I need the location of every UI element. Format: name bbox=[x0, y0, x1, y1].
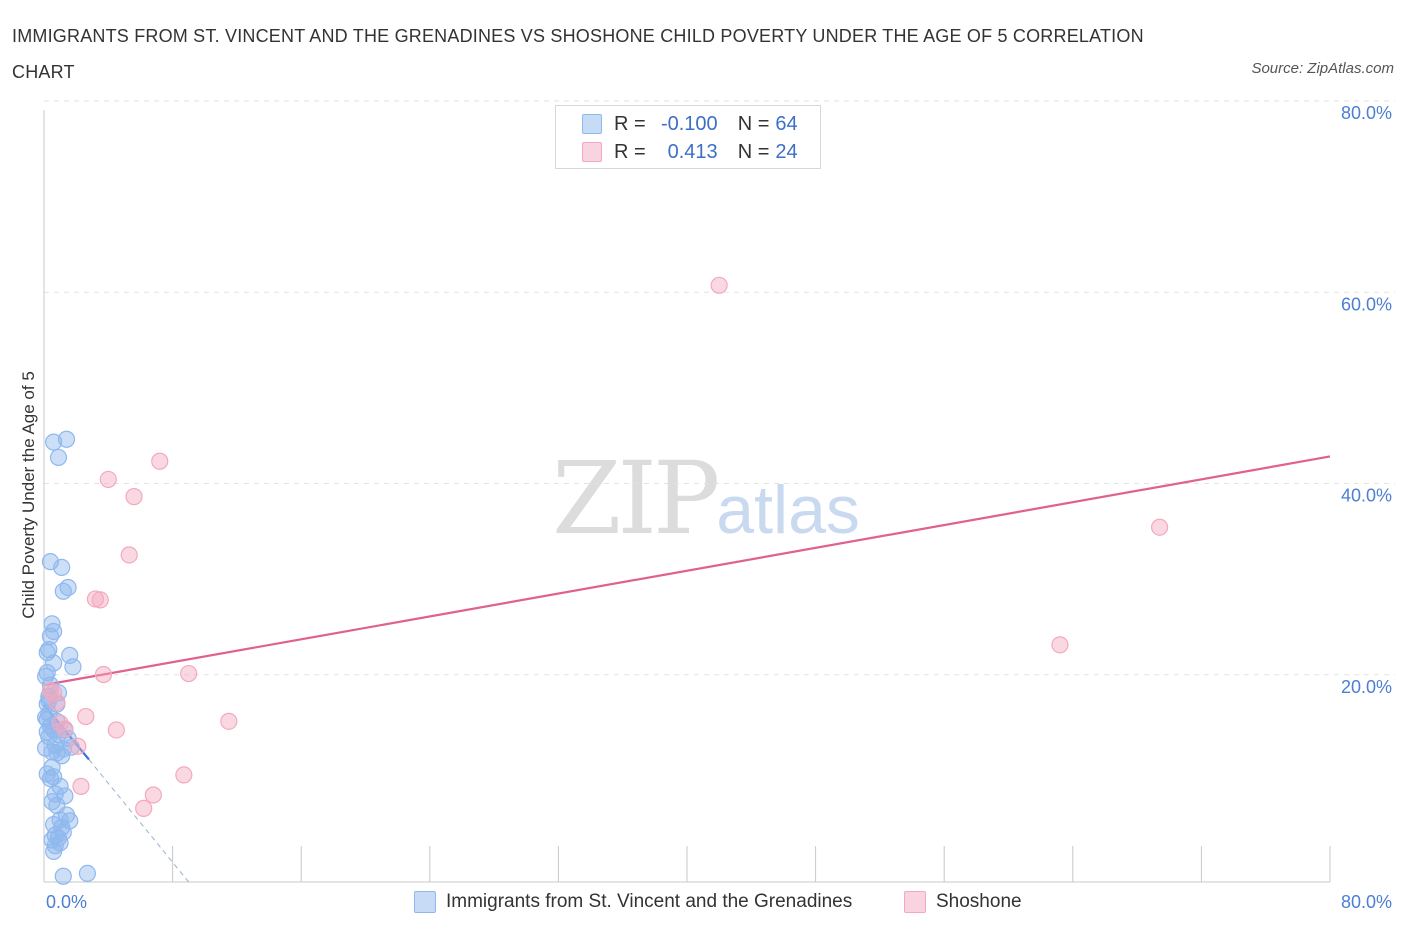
bottom-legend-label-shoshone: Shoshone bbox=[936, 891, 1022, 912]
point-immigrants bbox=[45, 433, 63, 451]
point-shoshone bbox=[72, 777, 90, 795]
legend-n-value: 64 bbox=[775, 112, 798, 135]
point-shoshone bbox=[77, 707, 95, 726]
point-immigrants bbox=[53, 558, 71, 576]
watermark-zip: ZIP bbox=[552, 440, 720, 557]
legend-row-immigrants: R = -0.100 N = 64 bbox=[582, 111, 798, 137]
watermark: ZIPatlas bbox=[552, 440, 860, 557]
legend-r-label: R = bbox=[614, 140, 646, 163]
point-shoshone bbox=[120, 546, 138, 564]
point-shoshone bbox=[710, 276, 728, 294]
point-shoshone bbox=[125, 488, 143, 506]
axes bbox=[43, 110, 1331, 883]
legend-n-value: 24 bbox=[775, 140, 798, 163]
point-immigrants bbox=[48, 744, 66, 762]
point-immigrants bbox=[40, 641, 58, 659]
y-axis-label: Child Poverty Under the Age of 5 bbox=[19, 371, 38, 619]
bottom-legend-immigrants: Immigrants from St. Vincent and the Gren… bbox=[414, 889, 852, 915]
legend-n-label: N = bbox=[737, 140, 770, 163]
point-immigrants bbox=[78, 864, 97, 882]
point-immigrants bbox=[54, 582, 72, 600]
point-immigrants bbox=[45, 654, 63, 672]
legend-swatch-immigrants bbox=[582, 114, 602, 134]
trend-line-shoshone bbox=[43, 455, 1331, 687]
point-immigrants bbox=[45, 622, 63, 641]
point-shoshone bbox=[144, 786, 162, 804]
bottom-legend-shoshone: Shoshone bbox=[904, 889, 1022, 915]
point-shoshone bbox=[91, 591, 109, 609]
y-tick-label: 40.0% bbox=[1341, 486, 1392, 506]
point-immigrants bbox=[64, 658, 82, 676]
point-shoshone bbox=[48, 693, 66, 711]
point-immigrants bbox=[38, 643, 56, 662]
point-shoshone bbox=[107, 721, 125, 739]
point-immigrants bbox=[43, 758, 61, 776]
point-shoshone bbox=[99, 470, 117, 489]
gridlines bbox=[44, 100, 1395, 676]
point-shoshone bbox=[1051, 636, 1069, 654]
point-shoshone bbox=[220, 712, 238, 730]
point-immigrants bbox=[57, 430, 76, 448]
chart-title: IMMIGRANTS FROM ST. VINCENT AND THE GREN… bbox=[12, 26, 1144, 82]
legend-n-label: N = bbox=[737, 112, 770, 135]
legend-r-value: -0.100 bbox=[660, 112, 718, 135]
point-shoshone bbox=[180, 664, 198, 683]
x-tick-label: 0.0% bbox=[46, 892, 87, 912]
point-shoshone bbox=[94, 665, 113, 684]
legend: R = -0.100 N = 64 R = 0.413 N = 24 bbox=[555, 105, 821, 169]
point-immigrants bbox=[41, 627, 60, 645]
point-immigrants bbox=[53, 747, 71, 765]
point-immigrants bbox=[51, 834, 69, 852]
tick-labels: 20.0% 40.0% 60.0% 80.0% 0.0% 80.0% bbox=[46, 103, 1392, 912]
source-label: Source: ZipAtlas.com bbox=[1251, 60, 1394, 77]
point-shoshone bbox=[69, 737, 87, 755]
point-shoshone bbox=[56, 720, 74, 738]
point-immigrants bbox=[49, 448, 68, 467]
legend-row-shoshone: R = 0.413 N = 24 bbox=[582, 139, 798, 165]
point-shoshone bbox=[135, 799, 153, 817]
x-tick-label: 80.0% bbox=[1341, 892, 1392, 912]
y-tick-label: 60.0% bbox=[1341, 294, 1392, 314]
watermark-atlas: atlas bbox=[716, 472, 860, 548]
data-points bbox=[37, 276, 1169, 885]
trend-lines bbox=[43, 455, 1331, 883]
legend-r-value: 0.413 bbox=[667, 140, 718, 163]
point-immigrants bbox=[54, 867, 72, 885]
point-shoshone bbox=[151, 452, 169, 470]
bottom-legend-swatch-immigrants bbox=[414, 891, 436, 913]
y-tick-label: 80.0% bbox=[1341, 103, 1392, 123]
point-shoshone bbox=[175, 766, 193, 784]
bottom-legend-swatch-shoshone bbox=[904, 891, 926, 913]
legend-swatch-shoshone bbox=[582, 142, 602, 162]
trend-line-immigrants-extension bbox=[88, 759, 190, 883]
legend-r-label: R = bbox=[614, 112, 646, 135]
y-tick-label: 20.0% bbox=[1341, 677, 1392, 697]
point-shoshone bbox=[1151, 518, 1169, 536]
point-immigrants bbox=[45, 842, 63, 861]
bottom-legend-label-immigrants: Immigrants from St. Vincent and the Gren… bbox=[446, 891, 853, 912]
